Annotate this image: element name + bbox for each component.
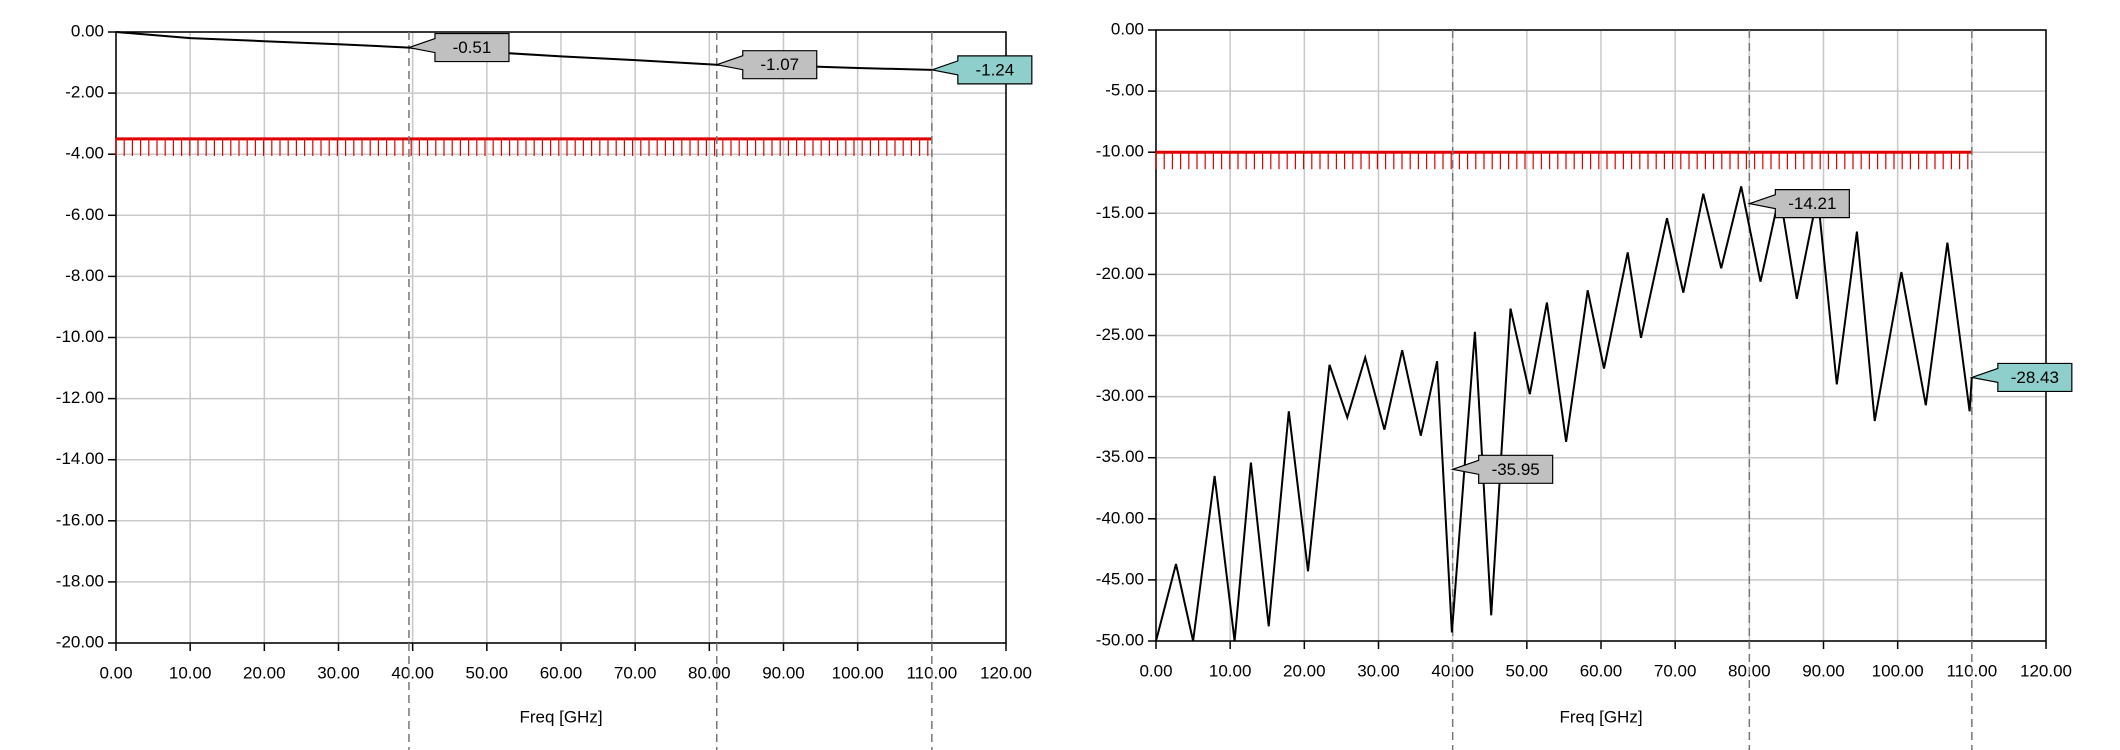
marker-label: -28.43 <box>2011 368 2059 387</box>
y-tick-label: -18.00 <box>56 571 104 590</box>
y-tick-label: -5.00 <box>1105 81 1144 100</box>
y-tick-label: -10.00 <box>56 327 104 346</box>
x-tick-label: 90.00 <box>1802 661 1845 680</box>
marker-callout <box>406 32 510 63</box>
marker-label: -1.24 <box>975 60 1014 79</box>
y-tick-label: -16.00 <box>56 510 104 529</box>
y-tick-label: -12.00 <box>56 388 104 407</box>
marker-label: -14.21 <box>1788 194 1836 213</box>
marker-callout <box>929 55 1033 85</box>
y-tick-label: -6.00 <box>65 205 104 224</box>
x-axis-label: Freq [GHz] <box>1559 707 1642 726</box>
y-tick-label: -20.00 <box>1096 264 1144 283</box>
plot-border <box>115 31 1007 644</box>
y-tick-label: -30.00 <box>1096 386 1144 405</box>
x-tick-label: 120.00 <box>980 663 1032 682</box>
y-tick-label: -15.00 <box>1096 203 1144 222</box>
x-tick-label: 60.00 <box>1580 661 1623 680</box>
x-tick-label: 100.00 <box>832 663 884 682</box>
x-tick-label: 10.00 <box>169 663 212 682</box>
y-tick-label: 0.00 <box>71 21 104 40</box>
x-tick-label: 50.00 <box>466 663 509 682</box>
series-line <box>1155 186 1973 642</box>
y-tick-label: -45.00 <box>1096 569 1144 588</box>
y-tick-label: -8.00 <box>65 266 104 285</box>
x-tick-label: 120.00 <box>2020 661 2072 680</box>
y-tick-label: -40.00 <box>1096 508 1144 527</box>
x-tick-label: 30.00 <box>1357 661 1400 680</box>
y-tick-label: -14.00 <box>56 449 104 468</box>
x-tick-label: 80.00 <box>688 663 731 682</box>
y-tick-label: -4.00 <box>65 144 104 163</box>
x-tick-label: 60.00 <box>540 663 583 682</box>
y-tick-label: -50.00 <box>1096 630 1144 649</box>
marker-callout <box>1450 454 1554 484</box>
x-tick-label: 20.00 <box>243 663 286 682</box>
y-tick-label: -35.00 <box>1096 447 1144 466</box>
marker-label: -1.07 <box>760 55 799 74</box>
x-tick-label: 90.00 <box>762 663 805 682</box>
y-tick-label: 0.00 <box>1111 19 1144 38</box>
x-tick-label: 10.00 <box>1209 661 1252 680</box>
marker-callout <box>714 50 818 80</box>
marker-label: -35.95 <box>1492 460 1540 479</box>
x-tick-label: 0.00 <box>1139 661 1172 680</box>
marker-callout <box>1969 362 2073 393</box>
x-tick-label: 20.00 <box>1283 661 1326 680</box>
y-tick-label: -10.00 <box>1096 142 1144 161</box>
marker-callout <box>1747 189 1850 219</box>
marker-label: -0.51 <box>453 38 492 57</box>
x-tick-label: 40.00 <box>391 663 434 682</box>
x-tick-label: 50.00 <box>1506 661 1549 680</box>
y-tick-label: -2.00 <box>65 83 104 102</box>
x-tick-label: 100.00 <box>1872 661 1924 680</box>
y-tick-label: -25.00 <box>1096 325 1144 344</box>
plot-border <box>1155 29 2047 642</box>
y-tick-label: -20.00 <box>56 632 104 651</box>
x-axis-label: Freq [GHz] <box>519 707 602 726</box>
x-tick-label: 70.00 <box>1654 661 1697 680</box>
x-tick-label: 0.00 <box>99 663 132 682</box>
x-tick-label: 30.00 <box>317 663 360 682</box>
x-tick-label: 70.00 <box>614 663 657 682</box>
